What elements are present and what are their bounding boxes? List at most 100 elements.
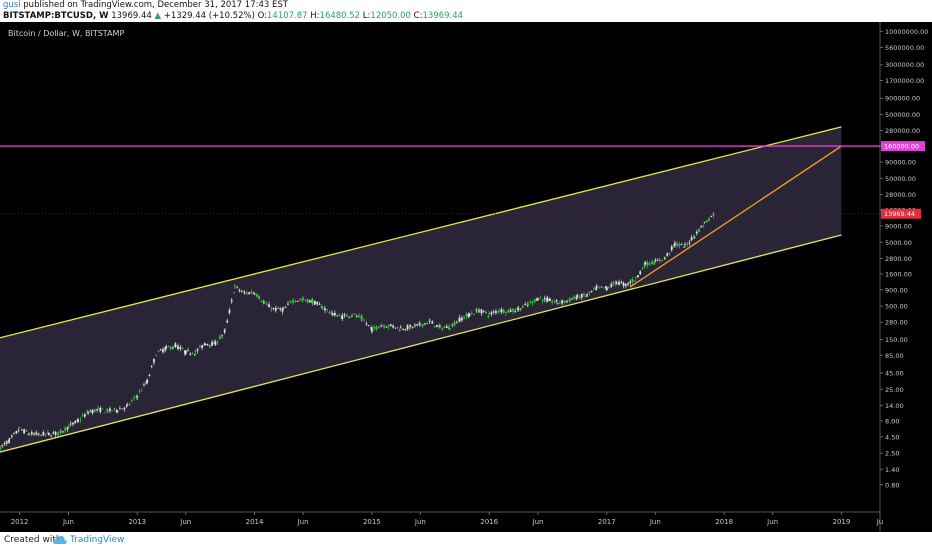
- candle-body: [189, 353, 192, 355]
- candle-body: [330, 311, 333, 314]
- current-price-tag: [881, 208, 921, 219]
- candle-body: [633, 280, 636, 282]
- x-tick-label: 2012: [11, 518, 29, 526]
- candle-body: [321, 307, 324, 309]
- candle-body: [42, 432, 45, 436]
- candle-body: [445, 326, 448, 329]
- candle-body: [470, 313, 473, 314]
- candle-body: [74, 420, 77, 424]
- candle-body: [622, 282, 625, 286]
- candle-body: [116, 411, 119, 412]
- candle-body: [387, 324, 390, 327]
- candle-body: [451, 324, 454, 326]
- candle-body: [230, 299, 233, 302]
- candle-body: [620, 282, 623, 284]
- y-tick-label: 1.40: [885, 466, 899, 474]
- candle-body: [101, 408, 104, 410]
- candle-body: [243, 292, 246, 294]
- candle-body: [245, 292, 248, 294]
- candle-body: [458, 317, 461, 322]
- candle-body: [298, 299, 301, 301]
- candle-body: [566, 299, 569, 301]
- candle-body: [602, 287, 605, 289]
- candle-body: [507, 309, 510, 313]
- candle-body: [409, 325, 412, 327]
- publish-line: gusi published on TradingView.com, Decem…: [3, 0, 288, 11]
- candle-body: [678, 243, 681, 246]
- candle-body: [258, 295, 260, 300]
- y-tick-label: 28000.00: [885, 191, 916, 199]
- y-tick-label: 5600000.00: [885, 44, 924, 52]
- price-axis[interactable]: [880, 22, 932, 532]
- y-tick-label: 85.00: [885, 352, 904, 360]
- candle-body: [536, 298, 538, 301]
- candle-body: [608, 287, 610, 289]
- candle-body: [555, 300, 558, 302]
- candle-body: [128, 404, 131, 406]
- candle-body: [23, 429, 26, 434]
- candle-body: [463, 316, 466, 319]
- tradingview-brand[interactable]: TradingView: [70, 535, 125, 545]
- y-tick-label: 900000.00: [885, 95, 920, 103]
- channel-lower-line[interactable]: [0, 234, 842, 453]
- x-tick-label: 2019: [833, 518, 851, 526]
- publish-info: published on TradingView.com, December 3…: [23, 0, 288, 10]
- x-tick-label: 2013: [128, 518, 146, 526]
- candle-body: [618, 281, 620, 285]
- y-tick-label: 500.00: [885, 303, 908, 311]
- channel-upper-line[interactable]: [0, 126, 842, 339]
- candle-body: [343, 314, 346, 316]
- candle-body: [688, 242, 691, 244]
- author-link[interactable]: gusi: [3, 0, 21, 10]
- candle-body: [263, 301, 266, 304]
- candle-body: [475, 309, 478, 311]
- candle-body: [77, 419, 80, 422]
- candle-body: [529, 301, 532, 303]
- candle-body: [408, 325, 411, 329]
- candle-body: [553, 301, 556, 303]
- time-axis[interactable]: [0, 512, 880, 532]
- candle-body: [89, 411, 92, 413]
- x-tick-label: 2016: [480, 518, 498, 526]
- candle-body: [568, 298, 571, 302]
- candle-body: [150, 365, 153, 367]
- candle-body: [265, 303, 268, 305]
- candle-body: [72, 422, 74, 425]
- candle-body: [306, 299, 309, 303]
- candle-body: [487, 315, 490, 317]
- candle-body: [199, 346, 201, 348]
- candle-body: [240, 291, 243, 292]
- price-chart[interactable]: 10000000.00 5600000.00 3000000.00 1700000.0…: [0, 22, 932, 532]
- candle-body: [302, 298, 304, 300]
- candle-body: [524, 303, 527, 305]
- candle-body: [165, 346, 168, 348]
- candle-body: [133, 397, 135, 399]
- candle-body: [20, 429, 23, 431]
- candle-body: [634, 276, 637, 278]
- candle-body: [224, 330, 226, 331]
- candle-body: [279, 308, 282, 310]
- change-value: ▲: [154, 11, 162, 21]
- candle-body: [683, 246, 685, 248]
- candle-body: [221, 335, 223, 337]
- candle-body: [334, 313, 336, 316]
- candle-body: [674, 242, 676, 245]
- candle-body: [96, 409, 98, 411]
- candle-body: [86, 410, 89, 412]
- candle-body: [233, 292, 235, 294]
- candle-body: [416, 324, 419, 326]
- candle-body: [3, 443, 6, 445]
- candle-body: [467, 313, 470, 318]
- orange-trend-line[interactable]: [629, 145, 842, 288]
- y-tick-label: 150.00: [885, 336, 908, 344]
- candle-body: [573, 296, 576, 299]
- candle-body: [488, 313, 491, 314]
- candle-body: [5, 441, 8, 444]
- candle-body: [30, 432, 33, 435]
- candle-body: [115, 409, 118, 412]
- candle-body: [377, 326, 380, 329]
- candle-body: [680, 243, 683, 245]
- candle-body: [348, 316, 350, 318]
- candle-body: [398, 329, 401, 331]
- created-with-text: Created with: [4, 535, 62, 545]
